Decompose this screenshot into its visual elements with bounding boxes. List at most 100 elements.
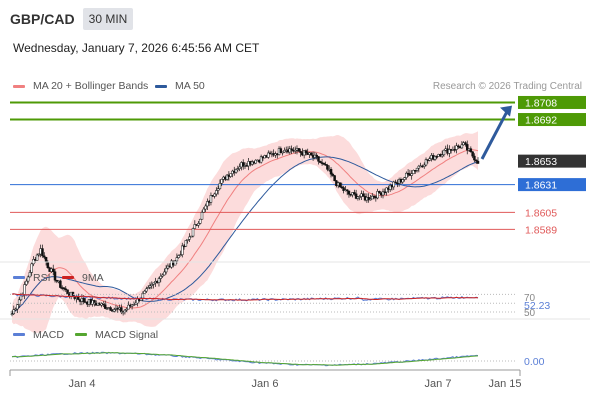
candle-body: [394, 181, 397, 184]
candle-body: [25, 280, 28, 285]
candle-body: [163, 271, 166, 276]
candle-body: [220, 179, 223, 184]
candle-body: [369, 198, 372, 201]
candle-body: [396, 182, 399, 185]
ma20-line: [11, 149, 479, 315]
level-label-1.8653: 1.8653: [525, 156, 557, 168]
candle-body: [10, 313, 14, 315]
candle-body: [229, 173, 232, 177]
macd-legend-label: MACD: [33, 329, 64, 341]
candle-body: [82, 298, 85, 303]
candle-body: [51, 268, 55, 272]
x-tick-jan7: Jan 7: [425, 378, 452, 390]
level-label-1.8692: 1.8692: [525, 115, 557, 127]
candle-body: [448, 149, 451, 154]
trend-arrow-shaft: [480, 108, 510, 160]
candle-body: [329, 168, 333, 175]
candle-body: [236, 168, 240, 170]
candle-body: [238, 166, 241, 169]
candle-body: [127, 304, 130, 310]
timeframe-button[interactable]: 30 MIN: [83, 8, 133, 30]
candle-body: [109, 307, 112, 311]
candle-body: [310, 152, 313, 156]
candle-body: [103, 304, 107, 309]
candle-body: [326, 164, 329, 170]
candle-body: [215, 190, 218, 195]
candle-body: [424, 159, 428, 166]
candle-body: [376, 191, 379, 199]
candle-body: [193, 224, 197, 229]
level-labels: 1.8708 1.8692 1.8653 1.8631 1.8605 1.8589: [518, 95, 586, 236]
candle-body: [392, 181, 396, 188]
rsi-ma-line: [11, 293, 479, 301]
candle-body: [35, 254, 39, 261]
candle-body: [371, 195, 374, 200]
legend-ma20-label: MA 20 + Bollinger Bands: [33, 80, 149, 92]
candle-body: [37, 253, 41, 256]
candle-body: [181, 245, 184, 255]
price-levels: [10, 101, 515, 230]
candle-body: [460, 144, 464, 149]
candle-body: [197, 223, 200, 226]
candle-body: [378, 191, 381, 194]
level-label-1.8631: 1.8631: [525, 180, 557, 192]
candle-body: [188, 236, 191, 240]
legend-ma50-label: MA 50: [175, 80, 205, 92]
candle-body: [218, 183, 222, 189]
candle-body: [453, 149, 456, 151]
candle-body: [415, 167, 419, 171]
candle-body: [353, 192, 356, 195]
candle-body: [209, 195, 213, 203]
candle-body: [412, 170, 415, 174]
rsi-legend: RSI 9MA: [13, 272, 104, 284]
candle-body: [191, 228, 195, 237]
candle-body: [267, 152, 270, 158]
candle-body: [189, 235, 193, 238]
candle-body: [213, 193, 216, 197]
candle-body: [159, 275, 163, 279]
candle-body: [41, 248, 44, 257]
candle-body: [476, 160, 480, 164]
candle-body: [440, 154, 444, 157]
candle-body: [331, 173, 335, 176]
rsi-ma-legend-label: 9MA: [82, 272, 104, 284]
candle-body: [23, 284, 26, 296]
candle-body: [401, 179, 404, 183]
candle-body: [146, 287, 150, 290]
candle-body: [177, 255, 180, 258]
candle-body: [105, 308, 109, 310]
macd-signal-line: [11, 352, 479, 366]
level-label-1.8589: 1.8589: [525, 224, 557, 236]
candle-body: [471, 151, 474, 157]
candle-body: [362, 193, 365, 197]
candle-body: [125, 308, 128, 311]
rsi-ma-legend-swatch: [62, 276, 74, 279]
candle-body: [473, 155, 476, 161]
candle-body: [254, 159, 258, 164]
legend-ma20-swatch: [13, 85, 25, 88]
candle-body: [143, 290, 146, 294]
candle-body: [161, 274, 164, 277]
bollinger-band-area: [12, 131, 478, 333]
candle-body: [342, 187, 345, 191]
symbol-title: GBP/CAD: [10, 11, 75, 27]
candle-body: [319, 161, 322, 163]
candle-body: [383, 191, 387, 193]
candle-body: [457, 145, 460, 148]
legend-ma50-swatch: [155, 85, 167, 88]
candle-body: [30, 263, 33, 273]
candle-body: [367, 197, 370, 201]
candle-body: [433, 156, 437, 160]
candle-body: [422, 164, 426, 167]
candle-body: [358, 196, 361, 198]
candle-body: [157, 278, 161, 283]
trend-arrow: [480, 105, 512, 160]
datetime-label: Wednesday, January 7, 2026 6:45:56 AM CE…: [13, 41, 260, 55]
candle-body: [28, 272, 32, 278]
candle-body: [164, 267, 168, 273]
macd-signal-legend-label: MACD Signal: [95, 329, 158, 341]
candle-body: [414, 170, 417, 172]
candle-body: [281, 151, 284, 154]
candle-body: [198, 218, 202, 224]
